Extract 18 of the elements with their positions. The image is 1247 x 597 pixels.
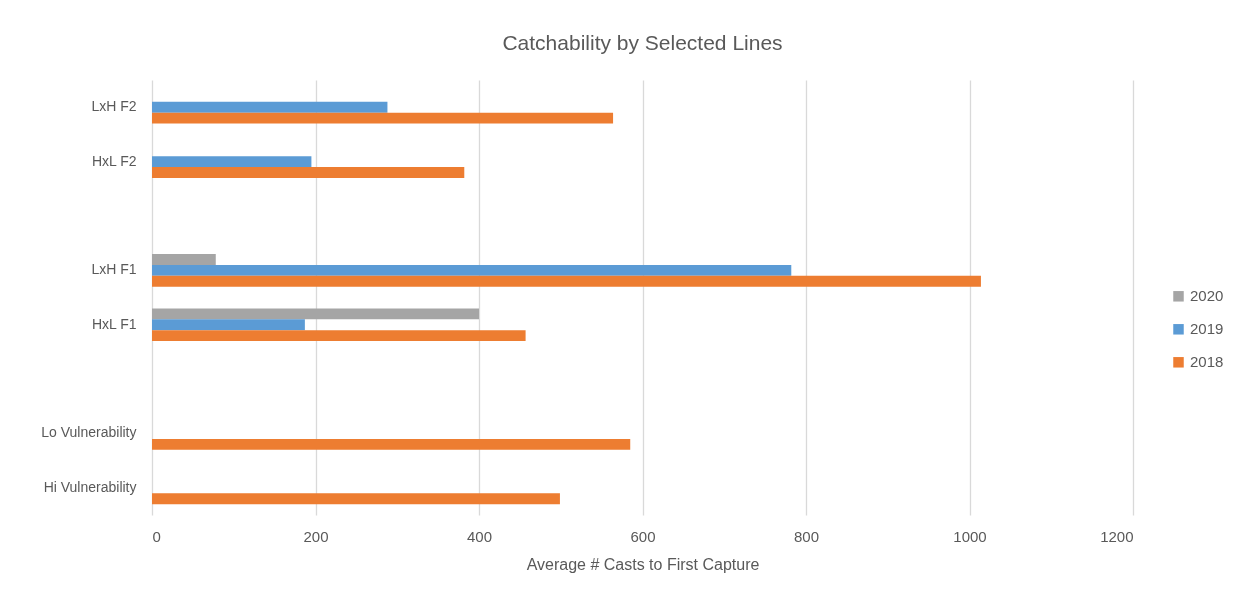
x-tick-label: 1000 — [953, 527, 987, 545]
x-tick-label: 1200 — [1100, 527, 1134, 545]
x-tick-label: 0 — [152, 527, 161, 545]
x-tick-label: 800 — [793, 527, 820, 545]
y-tick-label: HxL F1 — [91, 315, 137, 332]
x-axis-title: Average # Casts to First Capture — [526, 555, 760, 573]
y-tick-label: LxH F1 — [91, 261, 137, 278]
x-tick-label: 400 — [466, 527, 493, 545]
y-tick-label: LxH F2 — [91, 98, 137, 115]
legend-label: 2019 — [1190, 320, 1224, 338]
legend-label: 2018 — [1190, 353, 1224, 371]
legend-label: 2020 — [1190, 287, 1224, 305]
x-tick-label: 600 — [630, 527, 656, 545]
chart-title: Catchability by Selected Lines — [502, 31, 783, 54]
x-tick-label: 200 — [303, 527, 329, 545]
y-tick-label: HxL F2 — [91, 152, 137, 169]
y-tick-label: Hi Vulnerability — [43, 478, 137, 495]
y-tick-label: Lo Vulnerability — [41, 424, 137, 441]
